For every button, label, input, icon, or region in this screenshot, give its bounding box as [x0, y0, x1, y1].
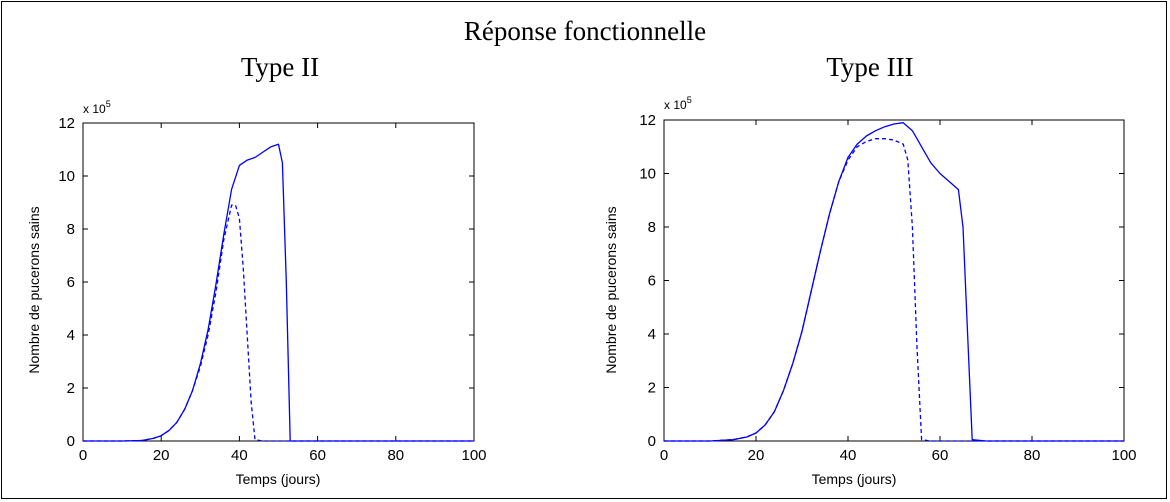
x-tick-label: 0	[660, 447, 668, 464]
y-multiplier: x 105	[83, 99, 111, 116]
x-tick-label: 20	[748, 447, 765, 464]
x-tick-label: 100	[1111, 447, 1136, 464]
x-axis-label: Temps (jours)	[812, 471, 897, 487]
series-line-dashed	[83, 204, 474, 442]
y-tick-label: 10	[639, 166, 656, 183]
x-tick-label: 80	[1024, 447, 1041, 464]
y-tick-label: 12	[639, 112, 656, 129]
chart-type-iii: Nombre de pucerons sains Temps (jours) x…	[603, 95, 1137, 487]
series-line-solid	[83, 143, 474, 442]
x-tick-label: 100	[461, 447, 486, 464]
x-tick-label: 0	[79, 447, 87, 464]
y-tick-label: 0	[648, 433, 656, 450]
x-tick-label: 80	[387, 447, 404, 464]
y-tick-label: 4	[67, 327, 75, 344]
series-line-dashed	[664, 138, 1124, 442]
y-axis-label: Nombre de pucerons sains	[26, 206, 42, 373]
chart-title-type-ii: Type II	[240, 52, 320, 82]
series-line-solid	[664, 122, 1124, 442]
y-tick-label: 10	[58, 168, 75, 185]
chart-title-type-iii: Type III	[826, 52, 914, 82]
x-axis-label: Temps (jours)	[236, 471, 321, 487]
y-tick-label: 2	[648, 380, 656, 397]
y-tick-label: 2	[67, 380, 75, 397]
x-tick-label: 60	[309, 447, 326, 464]
y-tick-label: 12	[58, 115, 75, 132]
x-tick-label: 40	[231, 447, 248, 464]
x-tick-label: 40	[840, 447, 857, 464]
x-tick-label: 60	[932, 447, 949, 464]
y-axis-label: Nombre de pucerons sains	[603, 206, 619, 373]
y-tick-label: 8	[67, 221, 75, 238]
figure-title: Réponse fonctionnelle	[463, 16, 707, 46]
y-multiplier: x 105	[664, 95, 692, 112]
y-tick-label: 0	[67, 433, 75, 450]
chart-type-ii: Nombre de pucerons sains Temps (jours) x…	[26, 99, 487, 487]
y-tick-label: 4	[648, 326, 656, 343]
y-tick-label: 8	[648, 219, 656, 236]
plot-area	[663, 119, 1125, 442]
y-tick-label: 6	[67, 274, 75, 291]
y-tick-label: 6	[648, 273, 656, 290]
x-tick-label: 20	[153, 447, 170, 464]
plot-area	[82, 122, 475, 442]
